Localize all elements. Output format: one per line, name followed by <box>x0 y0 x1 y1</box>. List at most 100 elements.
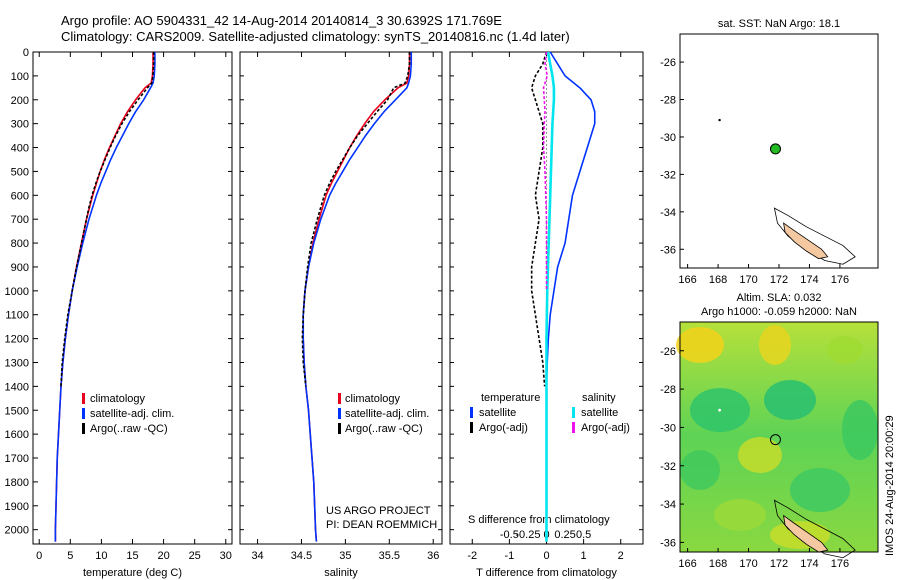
sla-map-anomaly-patch <box>842 400 878 460</box>
sst-map-x-tick-label: 172 <box>770 274 788 286</box>
imos-timestamp-label: IMOS 24-Aug-2014 20:00:29 <box>884 415 896 556</box>
salinity-x-tick-label: 34.5 <box>291 550 312 562</box>
salinity-legend-swatch <box>338 408 341 419</box>
sla-map-y-tick-label: -26 <box>660 346 676 358</box>
sla-map-x-tick-label: 170 <box>739 558 757 570</box>
figure-title-line-2: Climatology: CARS2009. Satellite-adjuste… <box>61 29 570 44</box>
salinity-legend-header: salinity <box>582 392 616 404</box>
sal-diff-tick-label: 0.25 <box>554 529 575 541</box>
sla-map-y-tick-label: -34 <box>660 499 676 511</box>
salinity-x-tick-label: 35.5 <box>379 550 400 562</box>
difference-series-3 <box>542 51 549 291</box>
depth-tick-label: 500 <box>11 166 29 178</box>
sst-map-y-tick-label: -34 <box>660 207 676 219</box>
depth-tick-label: 1700 <box>5 453 29 465</box>
sla-map-anomaly-patch <box>714 499 766 531</box>
temperature-legend-label: climatology <box>90 393 146 405</box>
temperature-x-tick-label: 20 <box>157 550 169 562</box>
sst-map-x-tick-label: 174 <box>800 274 818 286</box>
sla-map-y-tick-label: -36 <box>660 537 676 549</box>
depth-tick-label: 1500 <box>5 405 29 417</box>
sla-map-x-tick-label: 166 <box>678 558 696 570</box>
sst-map-y-tick-label: -32 <box>660 169 676 181</box>
temperature-x-tick-label: 5 <box>67 550 73 562</box>
sla-map-anomaly-patch <box>680 450 720 490</box>
depth-tick-label: 1200 <box>5 334 29 346</box>
salinity-series-0 <box>302 52 411 542</box>
temperature-legend-label: satellite-adj. clim. <box>90 408 174 420</box>
temperature-series-0 <box>54 52 154 542</box>
sla-map-anomaly-patch <box>827 336 863 364</box>
depth-tick-label: 200 <box>11 95 29 107</box>
sla-map-island <box>718 408 721 412</box>
temperature-axis-label: temperature (deg C) <box>83 567 182 579</box>
salinity-x-tick-label: 36 <box>427 550 439 562</box>
temperature-legend-swatch <box>82 408 85 419</box>
temperature-legend-header: temperature <box>481 392 540 404</box>
temperature-x-tick-label: 15 <box>126 550 138 562</box>
difference-legend-swatch <box>572 407 575 418</box>
salinity-legend-swatch <box>338 423 341 434</box>
depth-tick-label: 100 <box>11 71 29 83</box>
temperature-x-tick-label: 25 <box>189 550 201 562</box>
sla-map-anomaly-patch <box>790 468 850 512</box>
sla-map-x-tick-label: 174 <box>800 558 818 570</box>
temperature-legend-swatch <box>82 393 85 404</box>
difference-legend-label: satellite <box>479 407 516 419</box>
sla-map-title-2: Argo h1000: -0.059 h2000: NaN <box>701 306 857 318</box>
sst-map-title: sat. SST: NaN Argo: 18.1 <box>718 18 840 30</box>
sst-map-y-tick-label: -30 <box>660 132 676 144</box>
temp-diff-axis-label: T difference from climatology <box>476 567 617 579</box>
temperature-x-tick-label: 30 <box>220 550 232 562</box>
salinity-legend-label: satellite-adj. clim. <box>345 408 429 420</box>
salinity-series-1 <box>302 52 413 542</box>
sst-map-y-tick-label: -36 <box>660 244 676 256</box>
sla-map-x-tick-label: 168 <box>709 558 727 570</box>
temperature-panel-frame <box>32 51 233 545</box>
difference-series-0 <box>545 51 596 542</box>
depth-tick-label: 800 <box>11 238 29 250</box>
sla-map-anomaly-patch <box>738 437 782 473</box>
difference-legend-swatch <box>470 422 473 433</box>
temperature-x-tick-label: 0 <box>36 550 42 562</box>
depth-tick-label: 700 <box>11 214 29 226</box>
sla-map-y-tick-label: -30 <box>660 422 676 434</box>
depth-tick-label: 2000 <box>5 525 29 537</box>
depth-tick-label: 1100 <box>5 310 29 322</box>
salinity-legend-label: Argo(..raw -QC) <box>345 423 423 435</box>
sla-map-anomaly-patch <box>759 325 791 365</box>
sla-map-title-1: Altim. SLA: 0.032 <box>737 292 822 304</box>
depth-tick-label: 600 <box>11 190 29 202</box>
temp-diff-x-tick-label: 2 <box>618 550 624 562</box>
salinity-x-tick-label: 34 <box>251 550 263 562</box>
depth-tick-label: 300 <box>11 119 29 131</box>
temp-diff-x-tick-label: -1 <box>504 550 514 562</box>
sla-map-float-marker <box>769 434 781 446</box>
sal-diff-tick-label: 0.5 <box>576 529 591 541</box>
sla-map-y-tick-label: -28 <box>660 384 676 396</box>
difference-legend-label: satellite <box>581 407 618 419</box>
difference-series-2 <box>545 51 556 542</box>
difference-legend-label: Argo(-adj) <box>479 422 528 434</box>
sst-map-y-tick-label: -26 <box>660 57 676 69</box>
sla-map-x-tick-label: 176 <box>831 558 849 570</box>
sst-map-x-tick-label: 176 <box>831 274 849 286</box>
temp-diff-x-tick-label: 1 <box>581 550 587 562</box>
temp-diff-x-tick-label: -2 <box>467 550 477 562</box>
sal-diff-tick-label: -0.25 <box>515 529 540 541</box>
sst-map-island <box>718 118 721 122</box>
sst-map-x-tick-label: 166 <box>678 274 696 286</box>
depth-tick-label: 900 <box>11 262 29 274</box>
pi-annotation: PI: DEAN ROEMMICH <box>326 519 437 531</box>
sla-map-land <box>783 514 829 553</box>
depth-tick-label: 0 <box>23 47 29 59</box>
depth-tick-label: 1800 <box>5 477 29 489</box>
sla-map-x-tick-label: 172 <box>770 558 788 570</box>
figure-title-line-1: Argo profile: AO 5904331_42 14-Aug-2014 … <box>61 13 502 28</box>
depth-tick-label: 1400 <box>5 381 29 393</box>
difference-legend-label: Argo(-adj) <box>581 422 630 434</box>
depth-tick-label: 1300 <box>5 357 29 369</box>
depth-tick-label: 1900 <box>5 501 29 513</box>
sst-map-x-tick-label: 170 <box>739 274 757 286</box>
